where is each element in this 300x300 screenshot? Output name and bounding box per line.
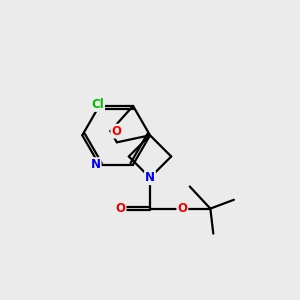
Text: O: O (111, 124, 121, 138)
Text: N: N (145, 171, 155, 184)
Text: Cl: Cl (92, 98, 104, 111)
Text: O: O (116, 202, 126, 215)
Text: O: O (177, 202, 188, 215)
Text: N: N (91, 158, 101, 171)
